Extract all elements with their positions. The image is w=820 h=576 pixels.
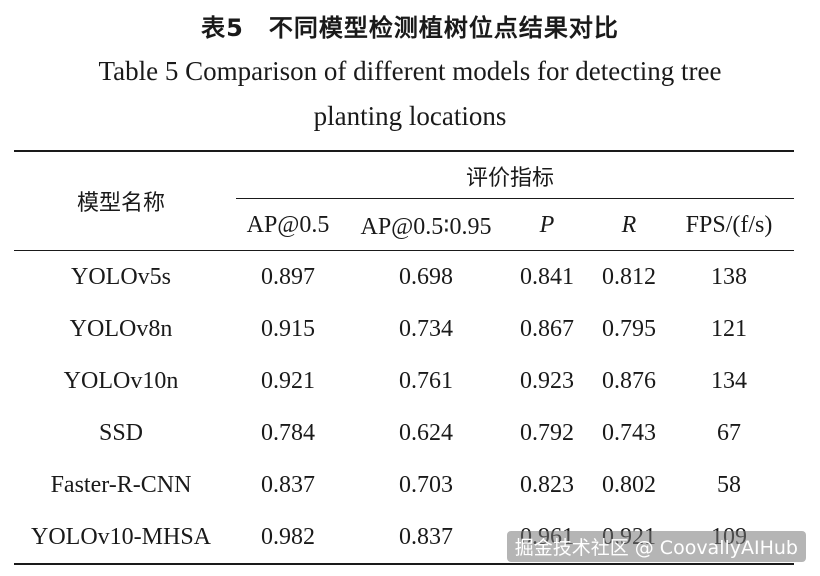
header-bottom-rule [14, 250, 794, 251]
header-group: 评价指标 [465, 166, 555, 191]
table-cell: 0.802 [602, 472, 656, 498]
table-cell: 0.734 [399, 316, 453, 342]
table-row-model: YOLOv5s [71, 264, 171, 290]
table-top-rule [14, 150, 794, 152]
table-cell: 138 [711, 264, 747, 290]
table-cell: 0.795 [602, 316, 656, 342]
watermark: 掘金技术社区 @ CoovallyAIHub [506, 531, 806, 562]
table-caption-cn: 表5 不同模型检测植树位点结果对比 [201, 14, 619, 42]
table-cell: 0.921 [261, 368, 315, 394]
table-row-model: Faster-R-CNN [50, 472, 192, 498]
table-cell: 0.792 [520, 420, 574, 446]
table-cell: 0.841 [520, 264, 574, 290]
table-cell: 0.624 [399, 420, 453, 446]
header-col-ap50: AP@0.5 [246, 212, 330, 238]
table-cell: 0.703 [399, 472, 453, 498]
table-row-model: YOLOv8n [69, 316, 173, 342]
header-col-p: P [539, 212, 555, 238]
table-cell: 0.812 [602, 264, 656, 290]
header-col-fps: FPS/(f/s) [685, 212, 773, 238]
table-cell: 0.837 [399, 524, 453, 550]
table-cell: 58 [717, 472, 741, 498]
table-cell: 67 [717, 420, 741, 446]
table-cell: 0.743 [602, 420, 656, 446]
header-group-rule [236, 198, 794, 199]
header-col-r: R [621, 212, 637, 238]
header-col-ap50-95: AP@0.5∶0.95 [360, 214, 492, 240]
table-cell: 0.915 [261, 316, 315, 342]
table-cell: 0.823 [520, 472, 574, 498]
table-cell: 0.876 [602, 368, 656, 394]
table-cell: 134 [711, 368, 747, 394]
table-caption-en-line2: planting locations [313, 101, 507, 131]
table-cell: 0.784 [261, 420, 315, 446]
table-cell: 0.897 [261, 264, 315, 290]
table-bottom-rule [14, 563, 794, 565]
table-row-model: YOLOv10-MHSA [31, 524, 211, 550]
table-cell: 0.837 [261, 472, 315, 498]
header-model: 模型名称 [76, 191, 166, 216]
table-cell: 0.698 [399, 264, 453, 290]
table-cell: 0.982 [261, 524, 315, 550]
table-cell: 121 [711, 316, 747, 342]
table-caption-en-line1: Table 5 Comparison of different models f… [98, 56, 722, 86]
table-row-model: YOLOv10n [63, 368, 179, 394]
table-cell: 0.923 [520, 368, 574, 394]
table-cell: 0.867 [520, 316, 574, 342]
table-row-model: SSD [98, 420, 144, 446]
table-cell: 0.761 [399, 368, 453, 394]
